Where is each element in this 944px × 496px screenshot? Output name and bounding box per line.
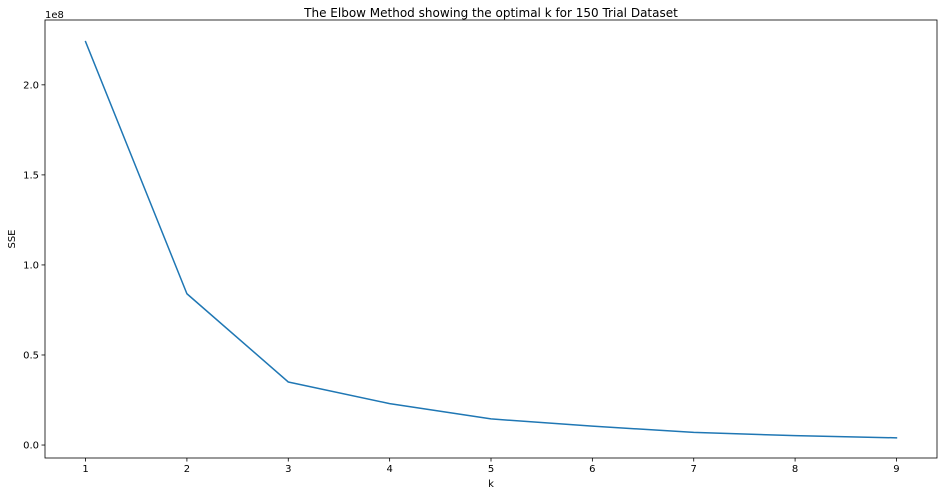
plot-frame: [44, 19, 938, 459]
x-tick-label: 5: [488, 464, 494, 475]
y-tick-label: 1.5: [23, 170, 39, 181]
x-tick-label: 2: [184, 464, 190, 475]
x-tick-label: 9: [893, 464, 899, 475]
x-tick-label: 6: [589, 464, 595, 475]
x-tick-label: 1: [82, 464, 88, 475]
y-tick-label: 2.0: [23, 80, 39, 91]
plot-area: [45, 20, 937, 458]
y-axis-label: SSE: [7, 229, 18, 248]
y-offset-label: 1e8: [45, 10, 64, 21]
x-axis-label: k: [488, 479, 494, 490]
x-tick-label: 4: [386, 464, 392, 475]
chart-title: The Elbow Method showing the optimal k f…: [303, 6, 678, 20]
line-layer: [84, 40, 898, 439]
y-tick-label: 0.5: [23, 350, 39, 361]
x-tick-label: 7: [691, 464, 697, 475]
x-tick-label: 3: [285, 464, 291, 475]
ticks-layer: 1 2 3 4 5 6 7 8 9 0.0 0.5 1.0 1.5 2.0: [23, 80, 900, 475]
y-tick-label: 0.0: [23, 441, 39, 452]
x-tick-label: 8: [792, 464, 798, 475]
y-tick-label: 1.0: [23, 260, 39, 271]
